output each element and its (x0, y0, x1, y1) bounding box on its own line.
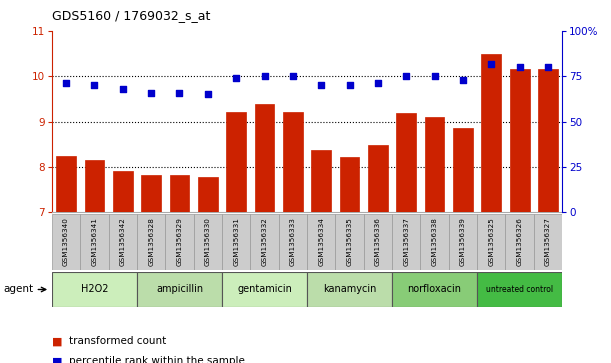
Bar (448, 214, 477, 270)
Bar (170, 175, 189, 212)
Bar (137, 214, 166, 270)
Bar (52, 214, 80, 270)
Bar (425, 117, 444, 212)
Text: ampicillin: ampicillin (156, 285, 203, 294)
Point (260, 73, 269, 79)
Bar (307, 214, 335, 270)
Point (61, 81, 71, 86)
Bar (109, 214, 137, 270)
Point (175, 90, 185, 95)
Text: H2O2: H2O2 (81, 285, 108, 294)
Text: GSM1356340: GSM1356340 (63, 217, 69, 266)
Bar (279, 214, 307, 270)
Bar (194, 214, 222, 270)
Point (458, 77, 468, 83)
Point (232, 75, 241, 81)
Point (203, 91, 213, 97)
Bar (364, 214, 392, 270)
Bar (335, 214, 364, 270)
Bar (137, 272, 222, 307)
Bar (80, 214, 109, 270)
Bar (534, 214, 562, 270)
Point (288, 73, 298, 79)
Bar (397, 113, 416, 212)
Bar (52, 272, 137, 307)
Text: GSM1356331: GSM1356331 (233, 217, 239, 266)
Bar (255, 104, 274, 212)
Text: kanamycin: kanamycin (323, 285, 376, 294)
Bar (166, 214, 194, 270)
Bar (392, 272, 477, 307)
Bar (538, 69, 558, 212)
Bar (198, 177, 218, 212)
Point (373, 81, 382, 86)
Bar (226, 111, 246, 212)
Point (118, 86, 128, 92)
Text: untreated control: untreated control (486, 285, 553, 294)
Point (486, 61, 496, 66)
Point (146, 90, 156, 95)
Bar (283, 111, 303, 212)
Bar (141, 175, 161, 212)
Text: percentile rank within the sample: percentile rank within the sample (69, 356, 245, 363)
Text: GDS5160 / 1769032_s_at: GDS5160 / 1769032_s_at (52, 9, 210, 22)
Text: GSM1356325: GSM1356325 (488, 217, 494, 266)
Bar (420, 214, 448, 270)
Text: GSM1356327: GSM1356327 (545, 217, 551, 266)
Bar (251, 214, 279, 270)
Text: GSM1356338: GSM1356338 (431, 217, 437, 266)
Point (430, 73, 439, 79)
Text: agent: agent (3, 285, 33, 294)
Bar (481, 54, 501, 212)
Point (514, 64, 524, 70)
Point (543, 64, 553, 70)
Text: GSM1356342: GSM1356342 (120, 217, 126, 266)
Bar (510, 69, 530, 212)
Bar (222, 214, 251, 270)
Bar (222, 272, 307, 307)
Bar (311, 150, 331, 212)
Bar (113, 171, 133, 212)
Text: GSM1356333: GSM1356333 (290, 217, 296, 266)
Point (401, 73, 411, 79)
Text: GSM1356335: GSM1356335 (346, 217, 353, 266)
Text: GSM1356336: GSM1356336 (375, 217, 381, 266)
Text: GSM1356337: GSM1356337 (403, 217, 409, 266)
Point (316, 82, 326, 88)
Point (90, 82, 100, 88)
Text: ■: ■ (52, 356, 62, 363)
Bar (368, 145, 388, 212)
Text: GSM1356339: GSM1356339 (460, 217, 466, 266)
Text: gentamicin: gentamicin (237, 285, 292, 294)
Text: GSM1356332: GSM1356332 (262, 217, 268, 266)
Text: GSM1356326: GSM1356326 (517, 217, 522, 266)
Bar (392, 214, 420, 270)
Bar (56, 156, 76, 212)
Bar (340, 157, 359, 212)
Text: norfloxacin: norfloxacin (408, 285, 461, 294)
Bar (84, 160, 104, 212)
Text: GSM1356328: GSM1356328 (148, 217, 154, 266)
Bar (505, 214, 534, 270)
Bar (477, 214, 505, 270)
Text: GSM1356329: GSM1356329 (177, 217, 183, 266)
Text: transformed count: transformed count (69, 336, 166, 346)
Bar (453, 129, 473, 212)
Text: ■: ■ (52, 336, 62, 346)
Bar (307, 272, 392, 307)
Text: GSM1356330: GSM1356330 (205, 217, 211, 266)
Bar (477, 272, 562, 307)
Text: GSM1356341: GSM1356341 (92, 217, 97, 266)
Point (345, 82, 354, 88)
Text: GSM1356334: GSM1356334 (318, 217, 324, 266)
